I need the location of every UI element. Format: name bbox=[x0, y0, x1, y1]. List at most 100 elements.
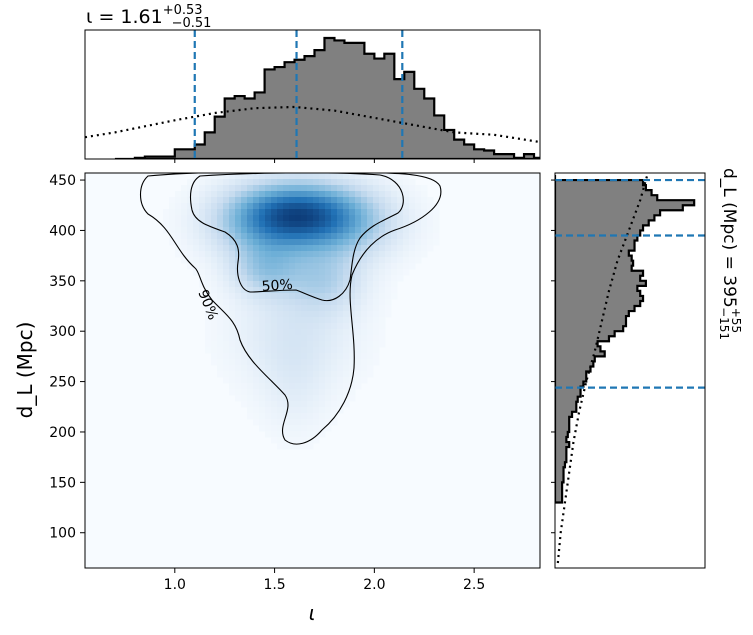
heat-cell bbox=[367, 305, 374, 312]
heat-cell bbox=[319, 197, 326, 204]
heat-cell bbox=[367, 263, 374, 270]
heat-cell bbox=[265, 413, 272, 420]
heat-cell bbox=[229, 251, 236, 258]
heat-cell bbox=[319, 389, 326, 396]
heat-cell bbox=[241, 281, 248, 288]
heat-cell bbox=[283, 443, 290, 450]
heat-cell bbox=[355, 287, 362, 294]
heat-cell bbox=[301, 341, 308, 348]
heat-cell bbox=[301, 239, 308, 246]
heat-cell bbox=[397, 215, 404, 222]
heat-cell bbox=[295, 323, 302, 330]
heat-cell bbox=[277, 227, 284, 234]
heat-cell bbox=[241, 329, 248, 336]
heat-cell bbox=[379, 329, 386, 336]
heat-cell bbox=[229, 173, 236, 180]
heat-cell bbox=[331, 179, 338, 186]
heat-cell bbox=[355, 221, 362, 228]
heat-cell bbox=[307, 203, 314, 210]
heat-cell bbox=[331, 377, 338, 384]
heat-cell bbox=[337, 257, 344, 264]
heat-cell bbox=[301, 353, 308, 360]
heat-cell bbox=[397, 275, 404, 282]
heat-cell bbox=[325, 287, 332, 294]
heat-cell bbox=[349, 209, 356, 216]
heat-cell bbox=[241, 263, 248, 270]
heat-cell bbox=[403, 185, 410, 192]
heat-cell bbox=[199, 215, 206, 222]
heat-cell bbox=[349, 221, 356, 228]
heat-cell bbox=[367, 239, 374, 246]
heat-cell bbox=[241, 197, 248, 204]
heat-cell bbox=[373, 215, 380, 222]
heat-cell bbox=[421, 221, 428, 228]
heat-cell bbox=[331, 413, 338, 420]
heat-cell bbox=[319, 329, 326, 336]
heat-cell bbox=[253, 353, 260, 360]
heat-cell bbox=[223, 323, 230, 330]
heat-cell bbox=[253, 413, 260, 420]
heat-cell bbox=[313, 341, 320, 348]
heat-cell bbox=[313, 431, 320, 438]
heat-cell bbox=[229, 179, 236, 186]
heat-cell bbox=[295, 413, 302, 420]
heat-cell bbox=[277, 437, 284, 444]
heat-cell bbox=[235, 179, 242, 186]
heat-cell bbox=[229, 329, 236, 336]
heat-cell bbox=[319, 191, 326, 198]
heat-cell bbox=[283, 431, 290, 438]
heat-cell bbox=[391, 179, 398, 186]
heat-cell bbox=[217, 317, 224, 324]
heat-cell bbox=[211, 293, 218, 300]
heat-cell bbox=[385, 209, 392, 216]
heat-cell bbox=[307, 341, 314, 348]
heat-cell bbox=[361, 293, 368, 300]
heat-cell bbox=[337, 287, 344, 294]
heat-cell bbox=[313, 305, 320, 312]
heat-cell bbox=[313, 281, 320, 288]
heat-cell bbox=[265, 179, 272, 186]
heat-cell bbox=[223, 179, 230, 186]
heat-cell bbox=[337, 377, 344, 384]
heat-cell bbox=[193, 245, 200, 252]
heat-cell bbox=[187, 239, 194, 246]
heat-cell bbox=[259, 407, 266, 414]
heat-cell bbox=[355, 275, 362, 282]
heat-cell bbox=[379, 209, 386, 216]
heat-cell bbox=[295, 305, 302, 312]
heat-cell bbox=[415, 233, 422, 240]
heat-cell bbox=[337, 401, 344, 408]
heat-cell bbox=[385, 239, 392, 246]
heat-cell bbox=[247, 185, 254, 192]
heat-cell bbox=[349, 347, 356, 354]
heat-cell bbox=[193, 191, 200, 198]
heat-cell bbox=[337, 353, 344, 360]
heat-cell bbox=[379, 179, 386, 186]
heat-cell bbox=[331, 227, 338, 234]
heat-cell bbox=[385, 287, 392, 294]
heat-cell bbox=[181, 191, 188, 198]
heat-cell bbox=[235, 365, 242, 372]
heat-cell bbox=[283, 191, 290, 198]
heat-cell bbox=[397, 197, 404, 204]
heat-cell bbox=[247, 197, 254, 204]
heat-cell bbox=[277, 407, 284, 414]
heat-cell bbox=[289, 293, 296, 300]
heat-cell bbox=[241, 335, 248, 342]
heat-cell bbox=[361, 245, 368, 252]
heat-cell bbox=[235, 377, 242, 384]
heat-cell bbox=[217, 287, 224, 294]
heat-cell bbox=[319, 341, 326, 348]
heat-cell bbox=[319, 311, 326, 318]
heat-cell bbox=[331, 365, 338, 372]
heat-cell bbox=[253, 209, 260, 216]
heat-cell bbox=[223, 221, 230, 228]
heat-cell bbox=[343, 281, 350, 288]
heat-cell bbox=[373, 359, 380, 366]
heat-cell bbox=[217, 191, 224, 198]
heat-cell bbox=[307, 407, 314, 414]
heat-cell bbox=[289, 209, 296, 216]
heat-cell bbox=[385, 173, 392, 180]
heat-cell bbox=[391, 257, 398, 264]
heat-cell bbox=[331, 353, 338, 360]
